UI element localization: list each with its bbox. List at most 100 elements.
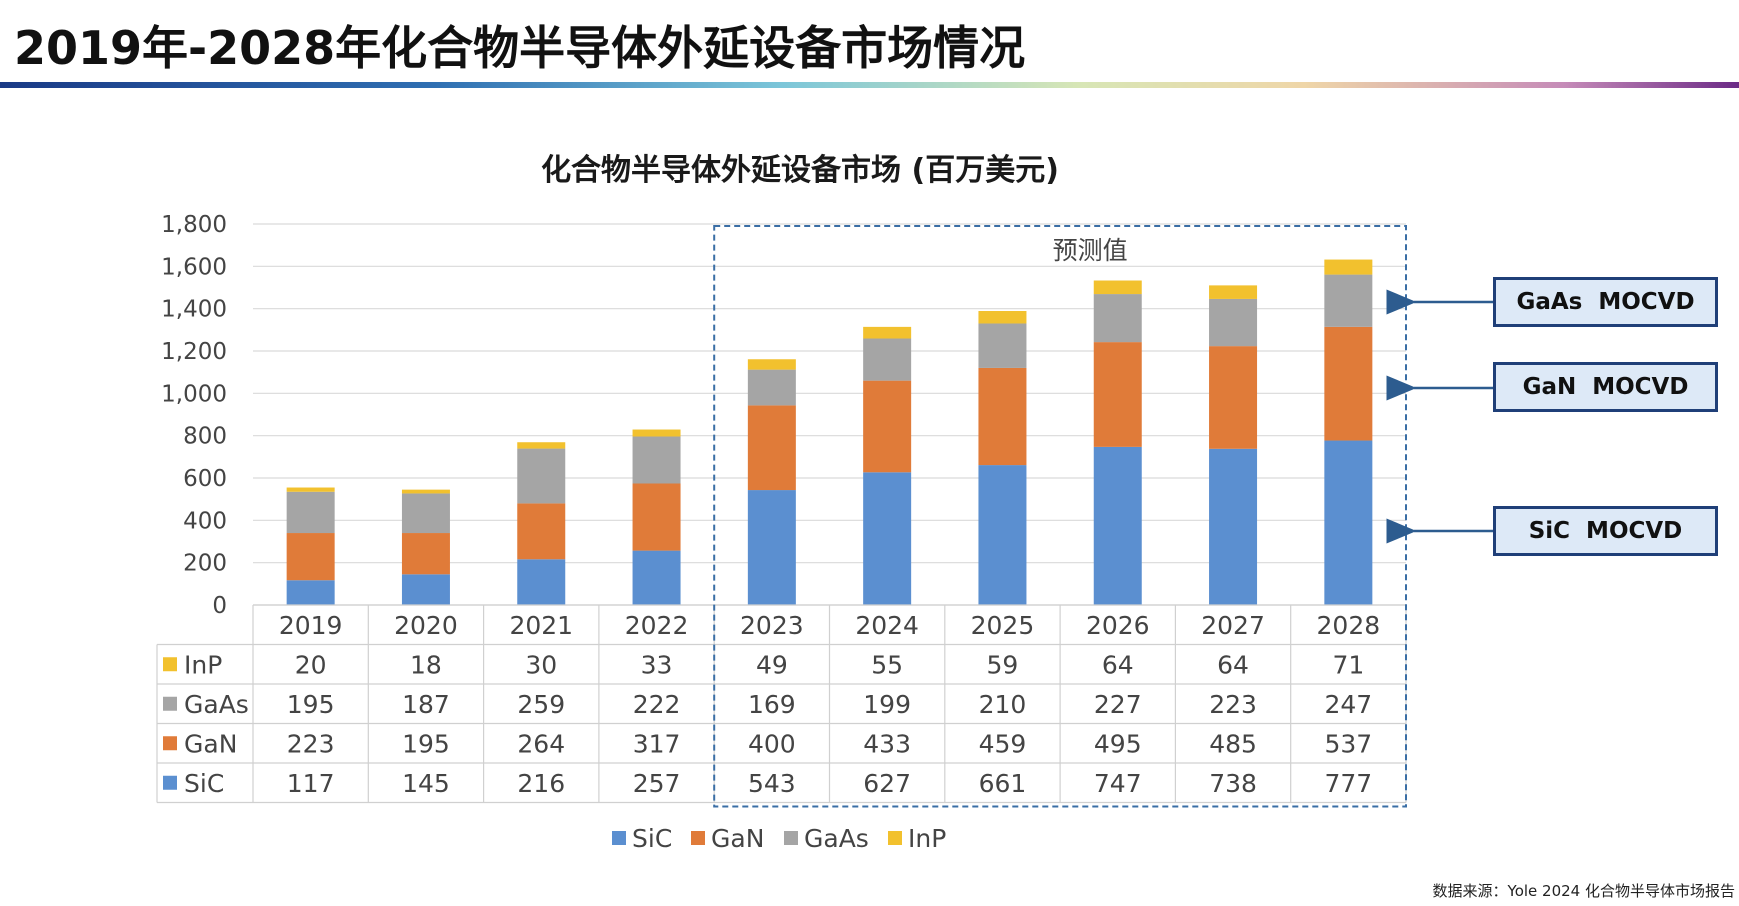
table-legend-swatch [163, 736, 177, 751]
bar-gan-2026 [1093, 342, 1142, 447]
bar-gan-2025 [978, 367, 1027, 466]
bar-sic-2025 [978, 465, 1027, 605]
legend-label: InP [908, 824, 946, 853]
bar-inp-2021 [517, 442, 566, 449]
y-tick-label: 200 [183, 551, 227, 577]
bar-inp-2026 [1093, 280, 1142, 295]
legend-swatch [888, 831, 902, 845]
bar-gaas-2021 [517, 448, 566, 504]
bar-sic-2021 [517, 559, 566, 605]
legend-swatch [691, 831, 705, 845]
bar-sic-2020 [401, 574, 450, 605]
table-cell: 199 [863, 690, 911, 719]
legend-label: GaAs [804, 824, 869, 853]
y-tick-label: 1,800 [161, 212, 227, 238]
table-cell: 169 [748, 690, 796, 719]
table-cell: 117 [287, 769, 335, 798]
bar-gaas-2022 [632, 436, 681, 484]
bar-sic-2028 [1324, 440, 1373, 605]
table-cell: 459 [979, 729, 1027, 758]
bar-sic-2027 [1209, 448, 1258, 605]
table-cell: 257 [633, 769, 681, 798]
table-cell: 485 [1209, 729, 1257, 758]
callout-gan-mocvd: GaN MOCVD [1493, 362, 1718, 412]
y-tick-label: 1,600 [161, 254, 227, 280]
bar-gan-2023 [747, 405, 796, 491]
bar-sic-2024 [863, 472, 912, 605]
x-tick-label: 2020 [394, 611, 458, 640]
bar-gan-2022 [632, 483, 681, 551]
bar-gan-2024 [863, 380, 912, 473]
bar-gan-2028 [1324, 326, 1373, 441]
x-tick-label: 2025 [971, 611, 1035, 640]
table-cell: 777 [1324, 769, 1372, 798]
table-cell: 222 [633, 690, 681, 719]
chart-title: 化合物半导体外延设备市场 (百万美元) [541, 153, 1059, 188]
table-cell: 747 [1094, 769, 1142, 798]
bar-sic-2022 [632, 550, 681, 605]
table-cell: 210 [979, 690, 1027, 719]
bar-inp-2025 [978, 310, 1027, 324]
bar-inp-2022 [632, 429, 681, 437]
bar-sic-2023 [747, 490, 796, 605]
bar-gaas-2024 [863, 338, 912, 381]
table-cell: 195 [287, 690, 335, 719]
x-tick-label: 2023 [740, 611, 804, 640]
bar-gan-2019 [286, 533, 335, 581]
table-cell: 223 [287, 729, 335, 758]
source-note: 数据来源：Yole 2024 化合物半导体市场报告 [1432, 882, 1735, 900]
table-cell: 317 [633, 729, 681, 758]
table-cell: 145 [402, 769, 450, 798]
x-tick-label: 2022 [625, 611, 689, 640]
table-row-label: SiC [184, 769, 224, 798]
bar-gan-2021 [517, 503, 566, 560]
legend-label: GaN [711, 824, 764, 853]
x-tick-label: 2021 [509, 611, 573, 640]
table-cell: 264 [517, 729, 565, 758]
table-cell: 187 [402, 690, 450, 719]
table-row-label: GaAs [184, 690, 249, 719]
slide-title: 2019年-2028年化合物半导体外延设备市场情况 [14, 21, 1026, 75]
bar-inp-2028 [1324, 259, 1373, 275]
table-cell: 18 [410, 650, 442, 679]
table-cell: 33 [641, 650, 673, 679]
table-legend-swatch [163, 657, 177, 672]
callout-gaas-mocvd: GaAs MOCVD [1493, 277, 1718, 327]
table-cell: 30 [525, 650, 557, 679]
bar-gaas-2020 [401, 493, 450, 534]
bar-inp-2019 [286, 487, 335, 492]
table-cell: 400 [748, 729, 796, 758]
bar-gaas-2026 [1093, 294, 1142, 343]
forecast-box [713, 225, 1407, 808]
bar-inp-2023 [747, 359, 796, 370]
bar-gaas-2025 [978, 323, 1027, 368]
table-cell: 55 [871, 650, 903, 679]
callout-sic-mocvd: SiC MOCVD [1493, 506, 1718, 556]
bar-gaas-2028 [1324, 274, 1373, 327]
table-cell: 20 [295, 650, 327, 679]
legend: SiC GaN GaAs InP [612, 824, 946, 853]
legend-swatch [784, 831, 798, 845]
bar-gaas-2023 [747, 369, 796, 406]
table-cell: 661 [979, 769, 1027, 798]
table-cell: 71 [1332, 650, 1364, 679]
y-tick-label: 1,200 [161, 339, 227, 365]
bar-inp-2020 [401, 489, 450, 494]
forecast-label: 预测值 [1053, 236, 1128, 265]
table-cell: 627 [863, 769, 911, 798]
bar-inp-2024 [863, 326, 912, 339]
table-cell: 495 [1094, 729, 1142, 758]
y-tick-label: 800 [183, 424, 227, 450]
table-legend-swatch [163, 696, 177, 711]
y-axis-ticks: 0 200 400 600 800 1,000 1,200 1,400 1,600 1,800 [161, 212, 227, 619]
data-table: 2019 2020 2021 2022 2023 2024 2025 2026 2027 2028… [156, 604, 1407, 804]
table-cell: 227 [1094, 690, 1142, 719]
table-legend-swatch [163, 775, 177, 790]
bar-gan-2027 [1209, 346, 1258, 449]
y-tick-label: 1,400 [161, 297, 227, 323]
bar-gaas-2019 [286, 491, 335, 534]
table-cell: 537 [1324, 729, 1372, 758]
y-tick-label: 600 [183, 466, 227, 492]
table-cell: 259 [517, 690, 565, 719]
